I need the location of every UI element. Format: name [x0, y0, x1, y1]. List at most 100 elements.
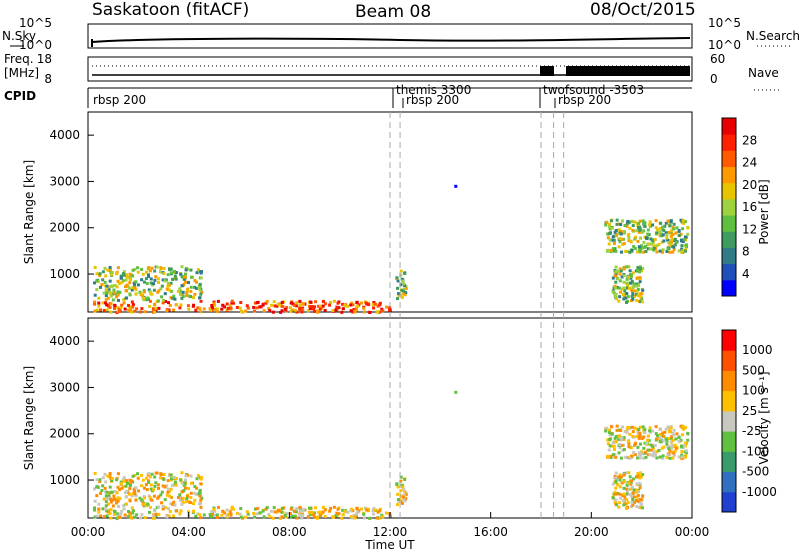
power-cell: [619, 232, 623, 236]
velocity-cell: [638, 482, 642, 486]
power-cell: [631, 286, 635, 290]
velocity-cell: [143, 516, 147, 520]
velocity-cell: [613, 453, 617, 457]
power-cell: [195, 280, 199, 284]
power-cell: [173, 274, 177, 278]
power-cell: [625, 249, 629, 253]
power-cell: [105, 288, 109, 292]
velocity-cell: [611, 441, 615, 445]
power-cell: [604, 223, 608, 227]
power-cell: [180, 265, 184, 269]
velocity-cell: [230, 507, 234, 511]
power-bar-label: Power [dB]: [757, 179, 771, 244]
velocity-cell: [656, 436, 660, 440]
velocity-cell: [186, 473, 190, 477]
power-cell: [372, 306, 376, 310]
power-cell: [119, 274, 123, 278]
velocity-cell: [150, 498, 154, 502]
power-cell: [611, 247, 615, 251]
velocity-cell: [627, 445, 631, 449]
power-cell: [677, 233, 681, 237]
velocity-cell: [403, 489, 407, 493]
power-cell: [682, 238, 686, 242]
velocity-cell: [124, 484, 128, 488]
power-cell: [167, 283, 171, 287]
velocity-cell: [680, 453, 684, 457]
power-cell: [402, 289, 406, 293]
power-cell: [371, 303, 375, 307]
velocity-cell: [681, 433, 685, 437]
power-cell: [638, 276, 642, 280]
power-cell: [381, 309, 385, 313]
velocity-cell: [105, 497, 109, 501]
power-cell: [631, 224, 635, 228]
velocity-cell: [624, 502, 628, 506]
velocity-cell: [163, 498, 167, 502]
power-cell: [665, 249, 669, 253]
power-cell: [308, 300, 312, 304]
power-cell: [321, 299, 325, 303]
velocity-cell: [655, 450, 659, 454]
velocity-cell: [131, 492, 135, 496]
velocity-cell: [293, 509, 297, 513]
power-cell: [284, 309, 288, 313]
power-cell: [318, 304, 322, 308]
power-cell: [108, 279, 112, 283]
velocity-cell: [215, 513, 219, 517]
velocity-cell: [146, 502, 150, 506]
velocity-cell: [101, 476, 105, 480]
velocity-cell: [614, 480, 618, 484]
colorbar-segment: [722, 166, 736, 184]
velocity-cell: [124, 479, 128, 483]
velocity-cell: [346, 510, 350, 514]
velocity-cell: [641, 473, 645, 477]
velocity-cell: [123, 513, 127, 517]
velocity-cell: [621, 448, 625, 452]
power-cell: [193, 285, 197, 289]
velocity-cell: [636, 430, 640, 434]
velocity-cell: [637, 454, 641, 458]
velocity-cell: [399, 475, 403, 479]
power-cell: [162, 271, 166, 275]
velocity-cell: [622, 480, 626, 484]
velocity-cell: [115, 501, 119, 505]
velocity-cell: [606, 438, 610, 442]
power-cell: [400, 288, 404, 292]
velocity-cell: [622, 436, 626, 440]
power-cell: [651, 223, 655, 227]
velocity-cell: [108, 511, 112, 515]
velocity-cell: [454, 390, 458, 394]
power-cell: [626, 295, 630, 299]
power-cell: [665, 236, 669, 240]
power-cell: [176, 289, 180, 293]
velocity-cell: [396, 485, 400, 489]
freq-block-1: [540, 66, 554, 76]
velocity-cell: [135, 513, 139, 517]
power-cell: [671, 232, 675, 236]
colorbar-tick: -25: [742, 424, 762, 438]
power-cell: [255, 306, 259, 310]
velocity-cell: [635, 490, 639, 494]
velocity-cell: [152, 494, 156, 498]
power-cell: [620, 230, 624, 234]
velocity-cell: [113, 512, 117, 516]
velocity-cell: [367, 509, 371, 513]
power-cell: [93, 309, 97, 313]
power-cell: [130, 300, 134, 304]
power-cell: [625, 300, 629, 304]
power-cell: [230, 299, 234, 303]
velocity-cell: [136, 472, 140, 476]
power-cell: [127, 286, 131, 290]
power-cell: [617, 231, 621, 235]
power-cell: [134, 280, 138, 284]
power-cell: [612, 286, 616, 290]
power-cell: [134, 292, 138, 296]
velocity-cell: [96, 485, 100, 489]
velocity-cell: [631, 434, 635, 438]
power-cell: [613, 247, 617, 251]
power-cell: [618, 286, 622, 290]
power-cell: [273, 304, 277, 308]
power-cell: [122, 270, 126, 274]
power-cell: [627, 239, 631, 243]
velocity-cell: [381, 515, 385, 519]
